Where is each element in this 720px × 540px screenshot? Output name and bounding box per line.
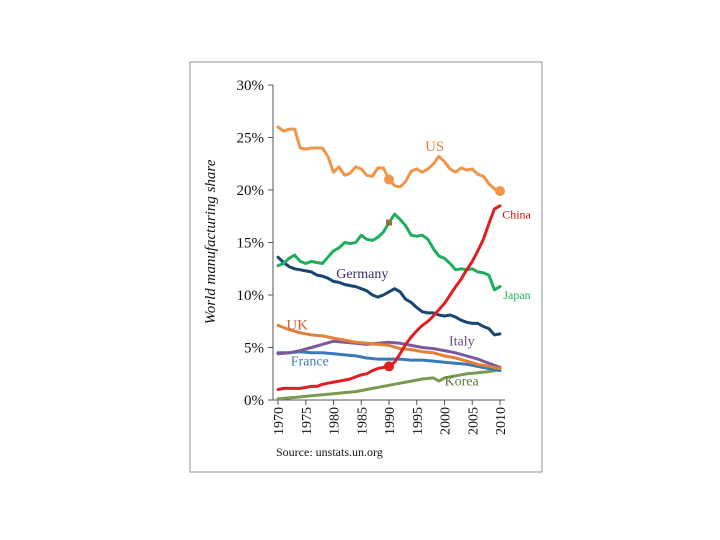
series-label-germany: Germany xyxy=(336,267,388,282)
series-label-uk: UK xyxy=(286,318,308,334)
series-label-italy: Italy xyxy=(449,334,475,349)
series-labels: US China Japan Germany UK Italy France Korea xyxy=(286,139,531,389)
x-tick-label: 1980 xyxy=(328,407,343,435)
series-line-italy xyxy=(276,339,502,369)
y-tick-label: 25% xyxy=(237,131,265,147)
source-note: Source: unstats.un.org xyxy=(276,445,383,459)
series-line-germany xyxy=(276,255,502,337)
y-tick-label: 15% xyxy=(237,236,265,252)
japan-1990-marker xyxy=(386,219,392,226)
x-tick-label: 1970 xyxy=(272,407,287,435)
x-tick-label: 2005 xyxy=(466,407,481,435)
y-tick-label: 10% xyxy=(237,288,265,304)
us-1990-marker xyxy=(384,174,394,185)
series-label-korea: Korea xyxy=(445,374,480,389)
x-axis-ticks: 1970 1975 1980 1985 1990 1995 2000 2005 2010 xyxy=(272,400,509,435)
y-axis-label: World manufacturing share xyxy=(203,159,219,324)
figure-border xyxy=(189,61,543,473)
series-label-china: China xyxy=(502,207,531,221)
series-line-korea xyxy=(276,368,502,401)
x-tick-label: 2000 xyxy=(439,407,454,435)
series-label-us: US xyxy=(425,139,444,155)
series-line-uk xyxy=(276,323,502,370)
y-axis-ticks: 0% 5% 10% 15% 20% 25% 30% xyxy=(237,78,273,409)
china-1990-marker xyxy=(384,361,394,372)
us-2010-marker xyxy=(495,186,505,197)
x-tick-label: 1975 xyxy=(300,407,315,435)
series-label-japan: Japan xyxy=(503,288,530,302)
x-tick-label: 2010 xyxy=(494,407,509,435)
y-tick-label: 30% xyxy=(237,78,265,94)
series-label-france: France xyxy=(291,354,329,369)
series-markers xyxy=(384,174,505,372)
y-tick-label: 20% xyxy=(237,183,265,199)
y-tick-label: 5% xyxy=(244,341,264,357)
x-tick-label: 1995 xyxy=(411,407,426,435)
y-tick-label: 0% xyxy=(244,393,264,409)
x-tick-label: 1990 xyxy=(383,407,398,435)
series-line-france xyxy=(276,350,502,373)
x-tick-label: 1985 xyxy=(355,407,370,435)
